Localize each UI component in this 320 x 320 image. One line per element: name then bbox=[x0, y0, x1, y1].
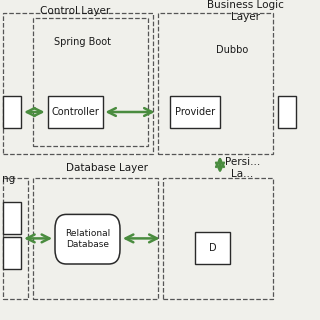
Bar bbox=[195, 232, 230, 264]
Text: Dubbo: Dubbo bbox=[216, 44, 249, 55]
Bar bbox=[33, 18, 148, 146]
Bar bbox=[157, 13, 273, 154]
Text: Relational
Database: Relational Database bbox=[65, 229, 110, 249]
Text: ng: ng bbox=[2, 174, 15, 184]
Bar bbox=[33, 178, 157, 299]
Text: Database Layer: Database Layer bbox=[67, 163, 148, 173]
Bar bbox=[3, 13, 153, 154]
Text: Provider: Provider bbox=[175, 107, 215, 117]
Text: Spring Boot: Spring Boot bbox=[54, 36, 111, 47]
Bar bbox=[163, 178, 273, 299]
Text: Controller: Controller bbox=[51, 107, 99, 117]
Bar bbox=[3, 237, 21, 269]
Text: Persi...
La...: Persi... La... bbox=[225, 157, 260, 179]
Text: Business Logic
Layer: Business Logic Layer bbox=[207, 0, 284, 22]
FancyBboxPatch shape bbox=[55, 214, 120, 264]
Bar bbox=[3, 178, 28, 299]
Bar bbox=[47, 96, 102, 128]
Text: Control Layer: Control Layer bbox=[40, 6, 110, 16]
Bar bbox=[277, 96, 296, 128]
Bar bbox=[170, 96, 220, 128]
Bar bbox=[3, 96, 21, 128]
Text: D: D bbox=[209, 243, 216, 253]
Bar bbox=[3, 202, 21, 234]
